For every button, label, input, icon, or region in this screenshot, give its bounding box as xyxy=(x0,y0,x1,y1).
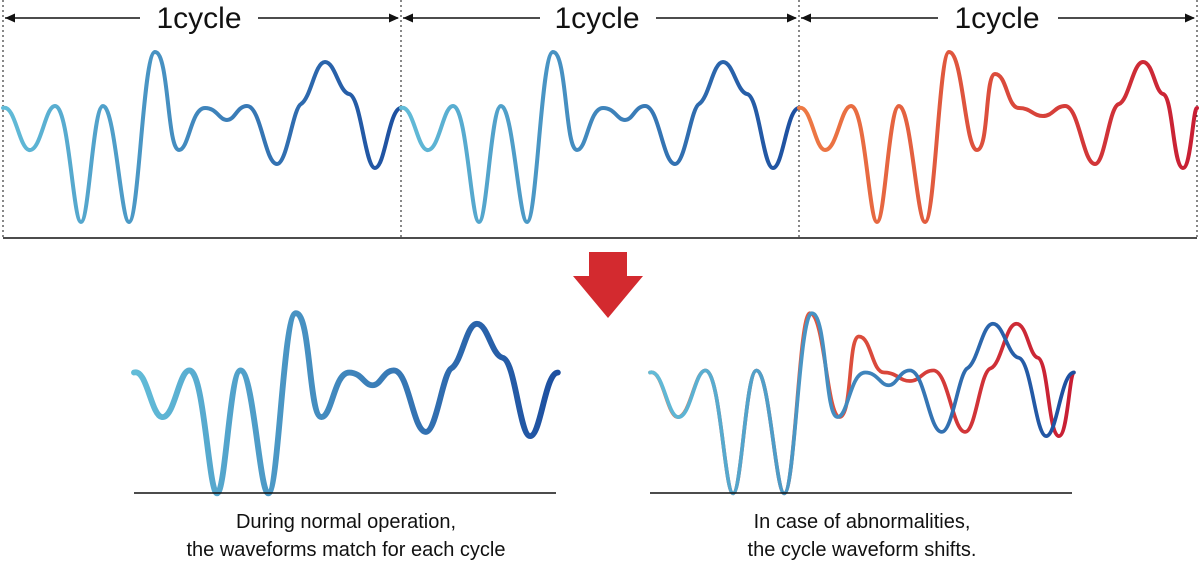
waveform-abnormal-overlay xyxy=(648,311,1076,496)
abnormal-overlay-panel xyxy=(648,311,1076,496)
cycle-label: 1cycle xyxy=(156,2,241,35)
arrowhead-icon xyxy=(389,13,399,23)
waveform-cycle-1 xyxy=(1,50,403,224)
cycle-label: 1cycle xyxy=(954,2,1039,35)
arrowhead-icon xyxy=(403,13,413,23)
cycle-span-1: 1cycle xyxy=(1,2,403,224)
arrowhead-icon xyxy=(787,13,797,23)
caption-abnormal: In case of abnormalities, the cycle wave… xyxy=(652,508,1072,564)
waveform-normal-reference xyxy=(648,311,1076,496)
waveform-normal-overlay xyxy=(131,310,561,497)
caption-normal: During normal operation, the waveforms m… xyxy=(136,508,556,564)
arrowhead-icon xyxy=(801,13,811,23)
arrowhead-icon xyxy=(1185,13,1195,23)
caption-normal-line2: the waveforms match for each cycle xyxy=(186,539,506,561)
down-arrow-icon xyxy=(573,252,643,318)
waveform-cycle-3 xyxy=(797,50,1199,224)
cycle-label: 1cycle xyxy=(554,2,639,35)
caption-abnormal-line1: In case of abnormalities, xyxy=(753,511,971,533)
normal-overlay-panel xyxy=(131,310,561,497)
caption-normal-line1: During normal operation, xyxy=(235,511,457,533)
top-waveform-panel: 1cycle 1cycle 1cycle xyxy=(1,0,1199,239)
caption-abnormal-line2: the cycle waveform shifts. xyxy=(747,539,977,561)
arrowhead-icon xyxy=(5,13,15,23)
cycle-span-3: 1cycle xyxy=(797,2,1199,224)
waveform-cycle-2 xyxy=(399,50,801,224)
cycle-span-2: 1cycle xyxy=(399,2,801,224)
